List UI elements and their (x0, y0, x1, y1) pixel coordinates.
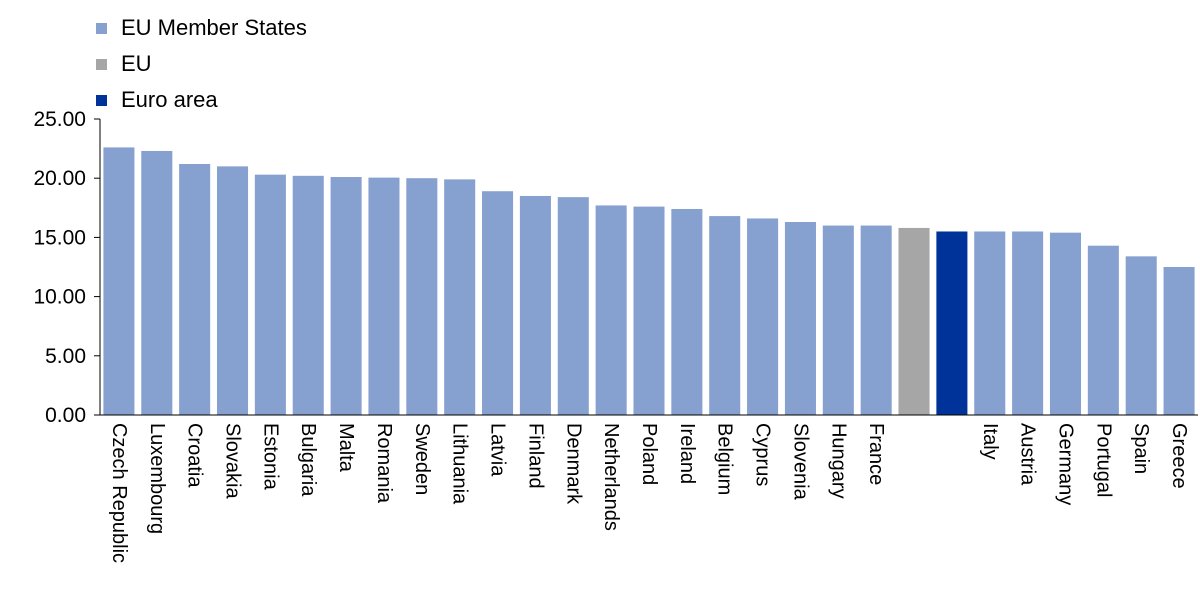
bar (141, 150, 173, 415)
bar (1012, 231, 1044, 415)
bar (179, 163, 211, 415)
bar (633, 206, 665, 415)
x-tick-label: Netherlands (600, 423, 622, 531)
bar (103, 147, 135, 415)
x-tick-label: Slovenia (789, 423, 811, 501)
bar (254, 174, 286, 415)
legend-label-member-states: EU Member States (121, 15, 307, 40)
bar (444, 179, 476, 415)
x-tick-label: Luxembourg (146, 423, 168, 534)
bar (974, 231, 1006, 415)
x-tick-label: Denmark (562, 423, 584, 505)
bar (671, 208, 703, 415)
bar (292, 175, 324, 415)
legend-item-euro-area: Euro area (96, 82, 307, 118)
bar (330, 177, 362, 415)
bar (595, 205, 627, 415)
x-tick-label: Lithuania (449, 423, 471, 505)
x-tick-label: Spain (1130, 423, 1152, 474)
y-tick-label: 10.00 (33, 286, 86, 309)
bar (482, 191, 514, 415)
bar (898, 227, 930, 415)
x-tick-label: France (865, 423, 887, 485)
legend-label-euro-area: Euro area (121, 87, 218, 112)
x-tick-label: Germany (1054, 423, 1076, 505)
legend-swatch-member-states (96, 22, 107, 34)
x-tick-label: Hungary (827, 423, 849, 499)
bar (1087, 245, 1119, 415)
legend-swatch-eu (96, 58, 107, 70)
x-tick-label: Bulgaria (297, 423, 319, 497)
bar (747, 218, 779, 415)
x-tick-label: Austria (1017, 423, 1039, 486)
x-tick-label: Slovakia (222, 423, 244, 499)
y-tick-label: 25.00 (33, 108, 86, 131)
bar (1163, 267, 1195, 415)
bar (519, 195, 551, 415)
bar (784, 222, 816, 415)
chart-legend: EU Member States EU Euro area (96, 10, 307, 118)
x-tick-label: Malta (335, 423, 357, 473)
bar (406, 178, 438, 415)
bar (1049, 232, 1082, 415)
bar (216, 166, 249, 415)
y-tick-label: 0.00 (45, 404, 86, 427)
bar (368, 177, 400, 415)
bar (936, 231, 968, 415)
y-tick-label: 15.00 (33, 226, 86, 249)
bar (822, 225, 854, 415)
x-tick-label: Portugal (1092, 423, 1114, 498)
legend-swatch-euro-area (96, 94, 107, 106)
x-tick-label: Greece (1168, 423, 1190, 489)
x-tick-label: Romania (373, 423, 395, 504)
x-tick-label: Italy (979, 423, 1001, 460)
legend-item-member-states: EU Member States (96, 10, 307, 46)
x-tick-label: Finland (524, 423, 546, 489)
x-tick-label: Sweden (411, 423, 433, 495)
x-tick-label: Ireland (676, 423, 698, 484)
x-tick-label: Croatia (184, 423, 206, 488)
bar (557, 197, 589, 415)
x-tick-label: Belgium (714, 423, 736, 495)
y-tick-label: 5.00 (45, 345, 86, 368)
x-tick-label: Latvia (487, 423, 509, 477)
x-tick-label: Cyprus (752, 423, 774, 486)
legend-label-eu: EU (121, 51, 152, 76)
bar (709, 216, 741, 415)
bar (1125, 256, 1157, 415)
legend-item-eu: EU (96, 46, 307, 82)
x-tick-label: Estonia (259, 423, 281, 491)
x-tick-label: Poland (638, 423, 660, 485)
y-tick-label: 20.00 (33, 167, 86, 190)
x-tick-label: Czech Republic (108, 423, 130, 563)
bar (860, 225, 892, 415)
